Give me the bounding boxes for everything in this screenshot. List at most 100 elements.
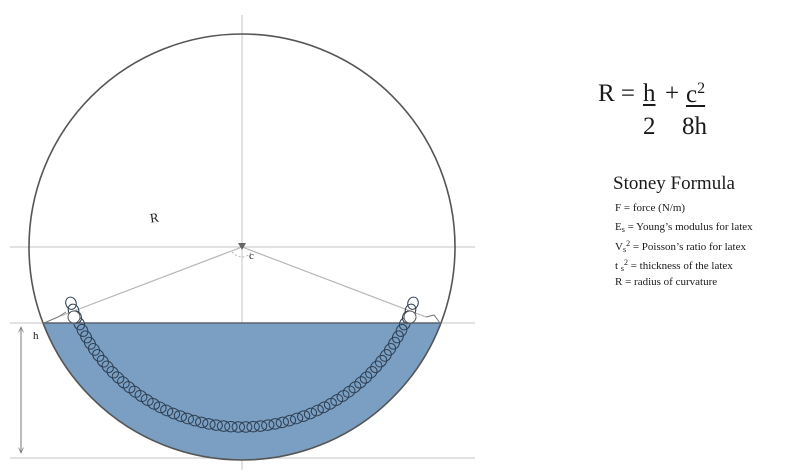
bead bbox=[391, 330, 404, 344]
bead bbox=[216, 420, 231, 432]
formula-term2-numerator: c2 bbox=[686, 80, 706, 108]
legend-item-thickness: t s2 = thickness of the latex bbox=[615, 258, 753, 277]
bead bbox=[134, 389, 148, 403]
formula-term2-numerator-wrap: c2 bbox=[686, 80, 705, 109]
bead bbox=[317, 401, 331, 414]
legend-superscript: 2 bbox=[623, 257, 628, 267]
bead bbox=[173, 410, 187, 422]
formula-term2-exponent: 2 bbox=[697, 80, 706, 97]
bead bbox=[122, 381, 136, 394]
bead bbox=[354, 376, 367, 389]
bead bbox=[407, 296, 419, 310]
legend-symbol: F bbox=[615, 202, 622, 214]
bead bbox=[140, 394, 154, 406]
left-end-bracket bbox=[43, 311, 67, 324]
bead bbox=[160, 404, 174, 417]
bead bbox=[253, 420, 268, 432]
bead bbox=[342, 385, 356, 398]
radius-line-right bbox=[241, 246, 427, 318]
legend-item-radius: R = radius of curvature bbox=[615, 276, 753, 295]
bead bbox=[147, 397, 161, 410]
height-label: h bbox=[33, 330, 39, 342]
bead bbox=[303, 407, 318, 420]
bead bbox=[388, 336, 401, 350]
bead bbox=[80, 330, 93, 344]
bead bbox=[268, 418, 282, 430]
bead bbox=[330, 394, 344, 406]
liquid-segment-fill bbox=[29, 323, 455, 460]
bead bbox=[153, 401, 167, 414]
angle-arc bbox=[231, 251, 253, 258]
bead bbox=[96, 354, 110, 368]
formula-term1-numerator: h bbox=[643, 80, 656, 107]
formula-panel: R = h + c2 2 8h Stoney Formula F = force… bbox=[598, 80, 798, 320]
bead bbox=[187, 414, 202, 427]
end-bead bbox=[403, 310, 417, 324]
chord-half-label: c bbox=[249, 250, 254, 262]
formula-term2-base: c bbox=[686, 81, 698, 108]
formula-term1-denominator: 2 bbox=[643, 113, 656, 140]
legend-text: = radius of curvature bbox=[625, 276, 718, 288]
radius-line-left bbox=[57, 246, 243, 318]
substrate-circle bbox=[28, 33, 456, 461]
bead bbox=[106, 366, 119, 379]
bead bbox=[87, 343, 101, 356]
bead bbox=[231, 421, 245, 433]
bead bbox=[323, 397, 337, 410]
legend-symbol: t bbox=[615, 259, 619, 272]
end-bead bbox=[67, 310, 81, 324]
legend-symbol: R bbox=[615, 276, 623, 288]
legend-symbol: V bbox=[615, 241, 623, 253]
bead bbox=[336, 389, 350, 403]
bead bbox=[379, 349, 392, 362]
bead bbox=[202, 418, 216, 430]
bead bbox=[383, 343, 397, 356]
bead bbox=[289, 412, 304, 425]
legend-symbol: E bbox=[615, 220, 622, 233]
bead bbox=[166, 407, 181, 420]
legend-title: Stoney Formula bbox=[613, 173, 735, 194]
bead bbox=[370, 360, 383, 374]
legend-subscript: s bbox=[620, 263, 624, 273]
bead bbox=[310, 404, 324, 417]
center-arrow-marker bbox=[238, 243, 246, 250]
bead bbox=[261, 419, 275, 431]
bead bbox=[297, 410, 311, 422]
bead bbox=[224, 420, 238, 433]
bead bbox=[128, 385, 142, 398]
bead bbox=[117, 376, 130, 389]
bead bbox=[395, 323, 408, 337]
legend-text: = Young’s modulus for latex bbox=[627, 220, 753, 233]
legend-list: F = force (N/m) Es = Young’s modulus for… bbox=[615, 202, 753, 295]
bead bbox=[180, 412, 195, 425]
legend-item-force: F = force (N/m) bbox=[615, 202, 753, 221]
bead bbox=[65, 296, 77, 310]
bead bbox=[111, 371, 125, 384]
legend-superscript: 2 bbox=[626, 239, 631, 248]
legend-text: = force (N/m) bbox=[623, 202, 686, 214]
right-end-bracket bbox=[425, 314, 441, 324]
bead bbox=[348, 381, 362, 394]
legend-text: = thickness of the latex bbox=[630, 259, 733, 272]
bead bbox=[92, 349, 105, 362]
bead bbox=[359, 371, 373, 384]
legend-item-youngs-modulus: Es = Young’s modulus for latex bbox=[615, 221, 753, 240]
bead bbox=[83, 336, 96, 350]
bead-chain bbox=[65, 296, 419, 433]
formula-lhs: R = bbox=[598, 80, 636, 107]
formula-plus: + bbox=[665, 80, 680, 107]
radius-label: R bbox=[149, 210, 160, 226]
legend-item-poissons-ratio: Vs2 = Poisson’s ratio for latex bbox=[615, 239, 753, 258]
legend-subscript: s bbox=[621, 224, 625, 234]
bead bbox=[374, 354, 388, 368]
legend-text: = Poisson’s ratio for latex bbox=[632, 241, 746, 253]
bead bbox=[239, 421, 253, 433]
bead bbox=[101, 360, 114, 374]
bead bbox=[76, 323, 89, 337]
legend-subscript: s bbox=[622, 245, 627, 254]
bead bbox=[275, 416, 289, 429]
bead bbox=[195, 416, 209, 429]
bead bbox=[209, 419, 223, 431]
